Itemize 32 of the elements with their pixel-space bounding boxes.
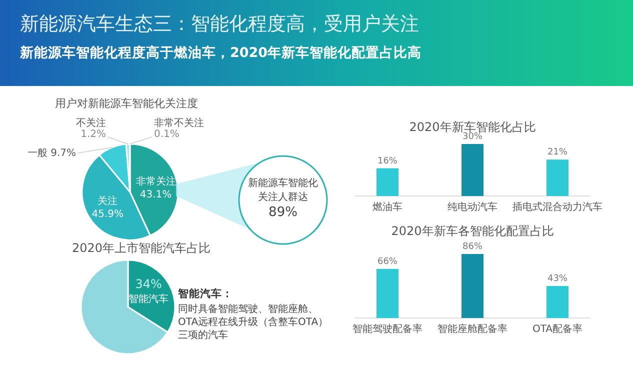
chart-title: 2020年上市智能汽车占比 xyxy=(72,241,211,255)
chart-title: 用户对新能源车智能化关注度 xyxy=(55,97,198,110)
slice-label: 关注 xyxy=(98,195,118,208)
text: 新能源汽车生态三：智能化程度高，受用户关注 xyxy=(20,13,419,35)
data-label: 43.1% xyxy=(140,189,172,200)
data-label: 34% xyxy=(135,276,162,291)
data-label: 16% xyxy=(377,156,398,166)
data-label: 43% xyxy=(547,274,568,284)
chart-title: 2020年新车各智能化配置占比 xyxy=(391,224,554,238)
slice-label: 一般 9.7% xyxy=(27,148,76,159)
x-tick-label: 燃油车 xyxy=(372,201,402,213)
slice-label: 非常关注 xyxy=(136,175,176,188)
slice-label: 非常不关注 xyxy=(154,117,204,129)
data-label: 21% xyxy=(547,148,568,158)
data-label: 1.2% xyxy=(80,129,106,140)
text: 智能汽车： xyxy=(177,287,233,300)
data-label: 66% xyxy=(377,256,398,267)
slice-label: 不关注 xyxy=(76,117,106,129)
x-tick-label: 智能座舱配备率 xyxy=(438,323,508,335)
text: 同时具备智能驾驶、智能座舱、OTA远程在线升级（含整车OTA）三项的汽车 xyxy=(178,303,328,341)
data-label: 86% xyxy=(462,242,483,252)
slice-label: 智能汽车 xyxy=(128,292,169,305)
data-label: 0.1% xyxy=(154,129,180,140)
chart-title: 2020年新车智能化占比 xyxy=(409,120,536,134)
data-label: 30% xyxy=(462,132,483,142)
x-tick-label: 智能驾驶配备率 xyxy=(352,323,422,335)
text: 新能源车智能化程度高于燃油车，2020年新车智能化配置占比高 xyxy=(19,44,422,61)
x-tick-label: 纯电动汽车 xyxy=(448,201,498,213)
x-tick-label: 插电式混合动力汽车 xyxy=(512,201,602,213)
data-label: 45.9% xyxy=(92,209,124,220)
text: 新能源车智能化关注人群达89% xyxy=(248,177,318,220)
x-tick-label: OTA配备率 xyxy=(532,323,583,335)
